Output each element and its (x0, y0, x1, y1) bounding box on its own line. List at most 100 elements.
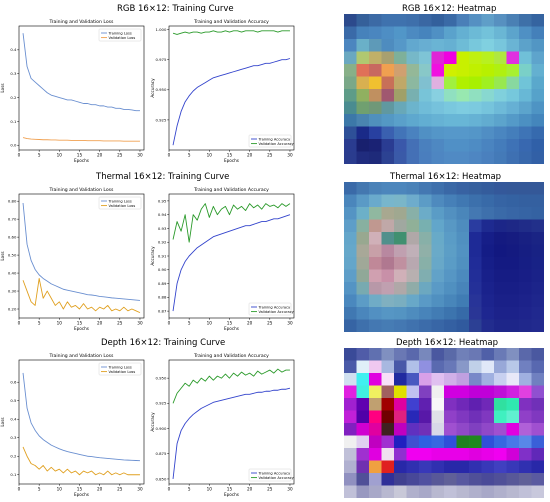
rgb-acc-legend-label: Validation Accuracy (259, 142, 295, 146)
heatmap-cell (394, 448, 407, 461)
rgb-acc-series-validation-line (172, 30, 290, 35)
heatmap-cell (344, 307, 357, 320)
heatmap-cell (431, 460, 445, 474)
heatmap-cell (356, 232, 370, 245)
heatmap-cell (506, 194, 520, 208)
heatmap-cell (519, 182, 532, 195)
heatmap-cell (531, 39, 545, 52)
heatmap-cell (419, 269, 432, 283)
rgb-acc-svg: Training and Validation Accuracy 0 5 10 15 20… (150, 19, 295, 163)
heatmap-cell (394, 101, 407, 115)
heatmap-cell (394, 460, 407, 474)
heatmap-cell (494, 282, 507, 295)
heatmap-cell (344, 257, 357, 270)
heatmap-cell (419, 232, 432, 245)
heatmap-cell (494, 89, 507, 102)
heatmap-cell (394, 485, 407, 499)
depth-acc-series-validation-line (172, 368, 290, 404)
heatmap-cell (356, 485, 370, 499)
thermal-loss-xlabel: Epochs (74, 326, 89, 331)
heatmap-cell (519, 219, 532, 233)
heatmap-cell (406, 385, 420, 399)
heatmap-cell (444, 307, 457, 320)
thermal-loss-xtick-label: 15 (77, 321, 83, 326)
heatmap-cell (494, 207, 507, 220)
heatmap-cell (506, 307, 520, 320)
heatmap-cell (444, 14, 457, 27)
heatmap-cell (344, 398, 357, 411)
thermal-acc-xtick-label: 0 (168, 321, 171, 326)
thermal-heatmap (344, 182, 545, 333)
heatmap-cell (356, 39, 370, 52)
heatmap-cell (506, 435, 520, 449)
heatmap-cell (381, 448, 395, 461)
thermal-loss-legend-label: Validation Loss (109, 204, 136, 208)
heatmap-cell (519, 319, 532, 333)
thermal-loss-xtick-label: 30 (137, 321, 143, 326)
heatmap-cell (369, 151, 382, 165)
heatmap-cell (406, 435, 420, 449)
heatmap-cell (494, 14, 507, 27)
heatmap-cell (444, 398, 457, 411)
depth-heatmap-title: Depth 16×12: Heatmap (396, 338, 498, 348)
heatmap-cell (381, 207, 395, 220)
heatmap-cell (531, 294, 545, 308)
heatmap-cell (456, 126, 470, 140)
heatmap-cell (381, 232, 395, 245)
heatmap-cell (494, 114, 507, 127)
heatmap-cell (456, 294, 470, 308)
heatmap-cell (519, 139, 532, 152)
heatmap-cell (506, 151, 520, 165)
depth-loss-axes-frame (18, 359, 145, 485)
rgb-acc-ytick-label: 1.000 (156, 27, 167, 32)
rgb-loss-axes-frame (18, 25, 145, 151)
heatmap-cell (381, 64, 395, 77)
heatmap-cell (406, 360, 420, 374)
heatmap-cell (369, 182, 382, 195)
thermal-acc-ytick-label: 0.89 (158, 281, 167, 286)
rgb-loss-svg: Training and Validation Loss 0 5 10 15 20 25 30… (0, 19, 145, 163)
depth-acc-xtick-label: 30 (287, 487, 293, 492)
heatmap-cell (494, 244, 507, 258)
heatmap-cell (506, 373, 520, 386)
heatmap-cell (381, 282, 395, 295)
thermal-loss-xtick-label: 20 (97, 321, 103, 326)
heatmap-cell (444, 51, 457, 65)
heatmap-cell (531, 151, 545, 165)
heatmap-cell (381, 294, 395, 308)
heatmap-cell (419, 219, 432, 233)
heatmap-cell (344, 101, 357, 115)
heatmap-cell (406, 51, 420, 65)
heatmap-cell (481, 473, 495, 486)
heatmap-cell (369, 269, 382, 283)
heatmap-cell (381, 360, 395, 374)
heatmap-cell (356, 398, 370, 411)
heatmap-cell (369, 435, 382, 449)
rgb-loss-xlabel: Epochs (74, 158, 89, 163)
heatmap-cell (506, 14, 520, 27)
heatmap-cell (469, 448, 482, 461)
thermal-loss-xtick-label: 10 (57, 321, 63, 326)
heatmap-cell (506, 39, 520, 52)
heatmap-cell (356, 448, 370, 461)
rgb-acc-ytick-label: 0.925 (156, 117, 167, 122)
heatmap-cell (356, 423, 370, 436)
heatmap-cell (481, 410, 495, 424)
heatmap-cell (344, 39, 357, 52)
heatmap-cell (394, 269, 407, 283)
heatmap-cell (481, 232, 495, 245)
heatmap-cell (444, 269, 457, 283)
heatmap-cell (406, 207, 420, 220)
heatmap-cell (419, 51, 432, 65)
heatmap-cell (481, 269, 495, 283)
heatmap-cell (419, 39, 432, 52)
heatmap-cell (519, 26, 532, 40)
heatmap-cell (406, 26, 420, 40)
depth-acc-xtick-label: 20 (247, 487, 253, 492)
heatmap-cell (494, 151, 507, 165)
heatmap-cell (494, 307, 507, 320)
heatmap-cell (494, 473, 507, 486)
heatmap-cell (431, 219, 445, 233)
rgb-loss-chart: Training and Validation Loss 0 5 10 15 20 25 30… (0, 14, 150, 164)
